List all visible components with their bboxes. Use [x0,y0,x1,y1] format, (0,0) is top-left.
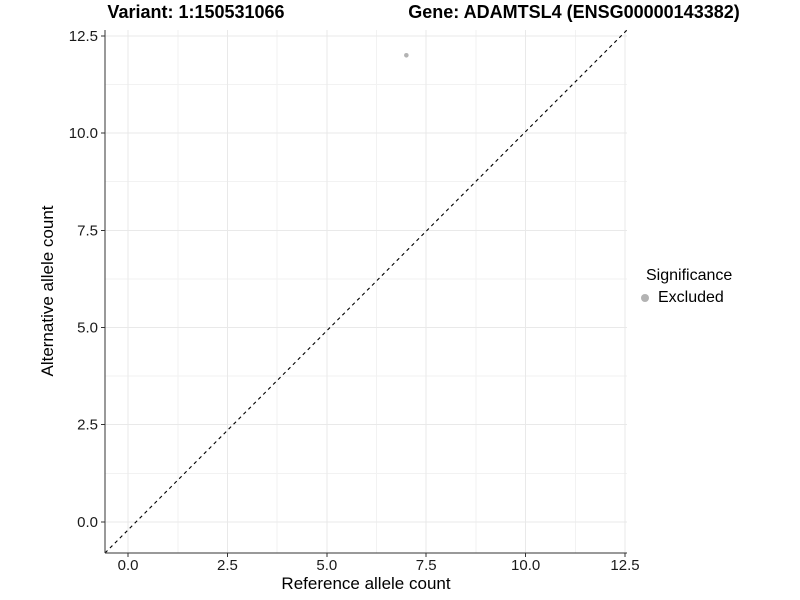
legend: Significance Excluded [640,266,732,307]
legend-item-excluded: Excluded [640,289,732,307]
y-axis-title: Alternative allele count [38,205,57,377]
y-tick-label: 2.5 [77,417,98,434]
legend-point-icon [641,294,649,302]
y-tick-label: 12.5 [69,28,98,45]
y-tick-label: 0.0 [77,514,98,531]
x-tick-label: 2.5 [217,557,238,574]
plot-title-gene: Gene: ADAMTSL4 (ENSG00000143382) [408,2,740,22]
x-tick-label: 10.0 [511,557,540,574]
y-tick-label: 10.0 [69,125,98,142]
y-tick-label: 7.5 [77,222,98,239]
x-axis-title: Reference allele count [281,574,451,593]
x-tick-label: 12.5 [610,557,639,574]
x-tick-label: 5.0 [316,557,337,574]
plot-title-variant: Variant: 1:150531066 [107,2,285,22]
x-tick-label: 0.0 [118,557,139,574]
x-tick-label: 7.5 [416,557,437,574]
identity-dashed-line [104,29,628,554]
data-point [404,52,409,58]
legend-title: Significance [646,267,733,284]
y-tick-label: 5.0 [77,319,98,336]
legend-item-label: Excluded [658,289,724,306]
